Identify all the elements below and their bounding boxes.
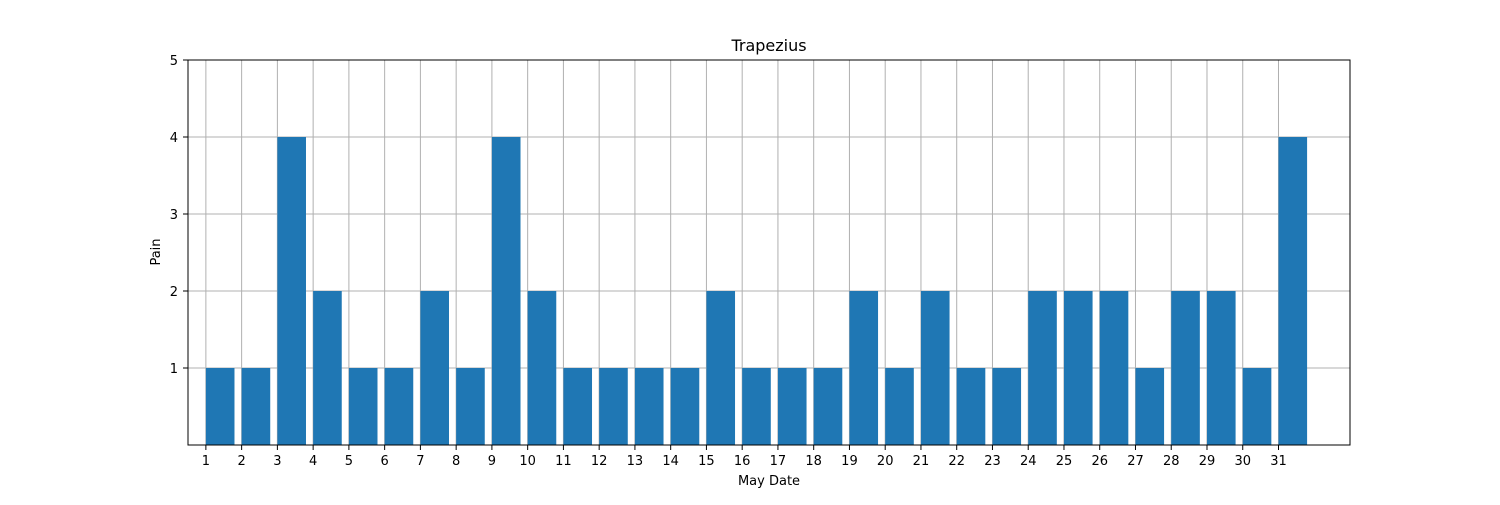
bar	[813, 368, 843, 445]
bar	[563, 368, 593, 445]
bar	[241, 368, 271, 445]
x-tick-label: 19	[841, 454, 858, 469]
x-tick-label: 30	[1234, 454, 1251, 469]
y-tick-label: 5	[170, 54, 178, 69]
x-tick-label: 12	[591, 454, 608, 469]
y-tick-label: 4	[170, 131, 178, 146]
x-tick-label: 16	[734, 454, 751, 469]
bar	[420, 291, 450, 445]
bar	[1171, 291, 1200, 445]
bar	[920, 291, 950, 445]
x-tick-label: 11	[555, 454, 572, 469]
bar	[1099, 291, 1129, 445]
x-axis-ticks: 1 2 3 4 5 6 7 8 9 10 11 12 13 14 15 16 17 18 19 20 21 22 23 24 2…	[202, 445, 1287, 469]
y-tick-label: 3	[170, 208, 178, 223]
x-tick-label: 14	[662, 454, 679, 469]
x-tick-label: 22	[948, 454, 965, 469]
plot-frame	[187, 59, 1351, 446]
x-tick-label: 27	[1127, 454, 1144, 469]
bar	[348, 368, 378, 445]
x-tick-label: 28	[1163, 454, 1180, 469]
bar	[277, 137, 306, 445]
bar	[313, 291, 342, 445]
x-tick-label: 5	[345, 454, 353, 469]
x-tick-label: 8	[452, 454, 460, 469]
bar	[491, 137, 521, 445]
x-tick-label: 2	[237, 454, 245, 469]
bar	[527, 291, 557, 445]
chart-title: Trapezius	[730, 36, 806, 55]
x-tick-label: 25	[1056, 454, 1073, 469]
x-tick-label: 31	[1270, 454, 1287, 469]
x-axis-label: May Date	[738, 474, 800, 489]
x-tick-label: 18	[805, 454, 822, 469]
bar	[456, 368, 485, 445]
bar	[1278, 137, 1308, 445]
bar	[1135, 368, 1165, 445]
y-tick-label: 2	[170, 285, 178, 300]
bars	[205, 137, 1308, 445]
x-tick-label: 3	[273, 454, 281, 469]
x-tick-label: 7	[416, 454, 424, 469]
x-tick-label: 17	[770, 454, 787, 469]
x-tick-label: 29	[1199, 454, 1216, 469]
bar	[849, 291, 879, 445]
bar	[205, 368, 235, 445]
x-tick-label: 21	[913, 454, 930, 469]
y-axis-ticks: 1 2 3 4 5	[170, 54, 188, 377]
x-tick-label: 4	[309, 454, 317, 469]
x-tick-label: 20	[877, 454, 894, 469]
bar	[670, 368, 700, 445]
bar	[1028, 291, 1057, 445]
x-tick-label: 10	[519, 454, 536, 469]
bar	[1063, 291, 1093, 445]
x-tick-label: 15	[698, 454, 715, 469]
x-tick-label: 24	[1020, 454, 1037, 469]
x-tick-label: 1	[202, 454, 210, 469]
bar	[1242, 368, 1272, 445]
bar	[885, 368, 914, 445]
x-tick-label: 9	[488, 454, 496, 469]
bar	[1206, 291, 1236, 445]
x-tick-label: 13	[627, 454, 644, 469]
bar	[599, 368, 628, 445]
y-axis-label: Pain	[149, 238, 164, 265]
bar	[777, 368, 807, 445]
bar	[706, 291, 736, 445]
x-tick-label: 26	[1091, 454, 1108, 469]
x-tick-label: 6	[381, 454, 389, 469]
bar	[992, 368, 1022, 445]
y-tick-label: 1	[170, 362, 178, 377]
bar	[742, 368, 771, 445]
x-tick-label: 23	[984, 454, 1001, 469]
bar	[634, 368, 664, 445]
bar	[384, 368, 414, 445]
bar	[956, 368, 986, 445]
